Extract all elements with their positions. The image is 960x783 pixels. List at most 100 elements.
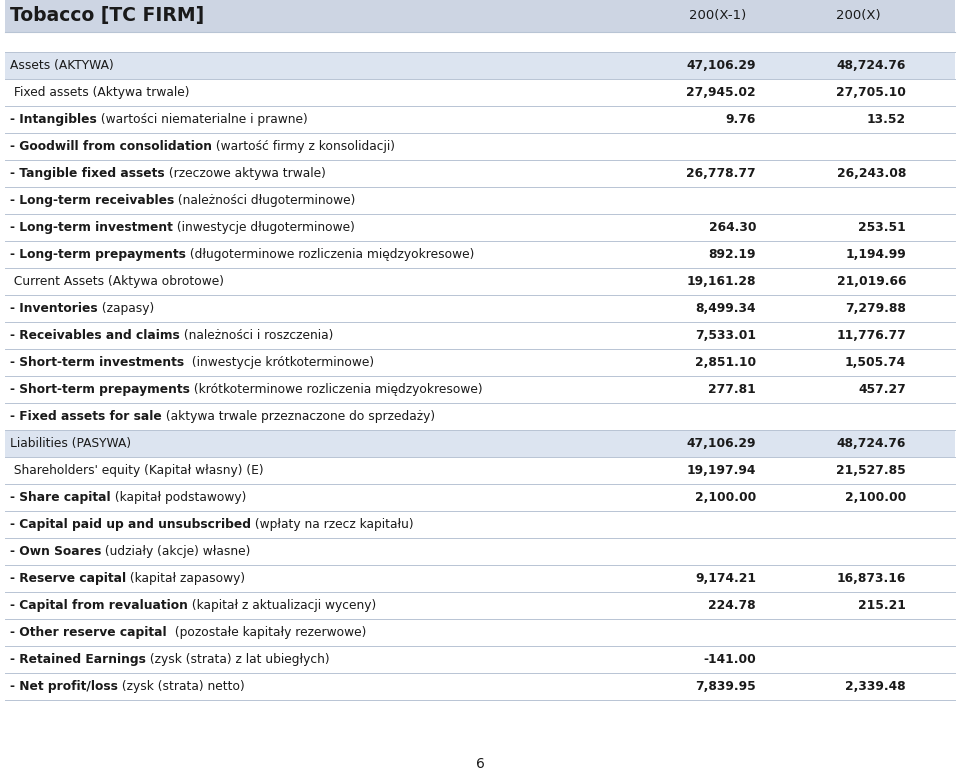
Text: (należności i roszczenia): (należności i roszczenia) [180, 329, 333, 342]
Text: 8,499.34: 8,499.34 [695, 302, 756, 315]
Text: 9.76: 9.76 [726, 113, 756, 126]
Text: 7,839.95: 7,839.95 [695, 680, 756, 693]
Text: (kapitał zapasowy): (kapitał zapasowy) [126, 572, 245, 585]
Text: (wartości niematerialne i prawne): (wartości niematerialne i prawne) [97, 113, 307, 126]
Bar [5, 160, 955, 187]
Text: 48,724.76: 48,724.76 [836, 437, 906, 450]
Text: - Long-term receivables: - Long-term receivables [10, 194, 175, 207]
Text: - Own Soares: - Own Soares [10, 545, 102, 558]
Bar [5, 322, 955, 349]
Text: - Other reserve capital: - Other reserve capital [10, 626, 171, 639]
Text: - Goodwill from consolidation: - Goodwill from consolidation [10, 140, 212, 153]
Text: (kapitał z aktualizacji wyceny): (kapitał z aktualizacji wyceny) [188, 599, 376, 612]
Bar [5, 241, 955, 268]
Text: 16,873.16: 16,873.16 [836, 572, 906, 585]
Text: (należności długoterminowe): (należności długoterminowe) [175, 194, 355, 207]
Text: 215.21: 215.21 [858, 599, 906, 612]
Text: Liabilities (PASYWA): Liabilities (PASYWA) [10, 437, 132, 450]
Bar [5, 79, 955, 106]
Text: Current Assets (Aktywa obrotowe): Current Assets (Aktywa obrotowe) [10, 275, 224, 288]
Text: (rzeczowe aktywa trwale): (rzeczowe aktywa trwale) [164, 167, 325, 180]
Text: 6: 6 [475, 757, 485, 771]
Text: - Net profit/loss: - Net profit/loss [10, 680, 118, 693]
Text: Shareholders' equity (Kapitał własny) (E): Shareholders' equity (Kapitał własny) (E… [10, 464, 264, 477]
Text: (zysk (strata) netto): (zysk (strata) netto) [118, 680, 245, 693]
Bar [5, 673, 955, 700]
Text: 200(X): 200(X) [836, 9, 880, 23]
Bar [5, 187, 955, 214]
Text: 200(X-1): 200(X-1) [689, 9, 747, 23]
Text: 7,533.01: 7,533.01 [695, 329, 756, 342]
Text: 13.52: 13.52 [867, 113, 906, 126]
Text: 277.81: 277.81 [708, 383, 756, 396]
Text: (inwestycje krótkoterminowe): (inwestycje krótkoterminowe) [188, 356, 374, 369]
Text: (wartość firmy z konsolidacji): (wartość firmy z konsolidacji) [212, 140, 395, 153]
Text: (kapitał podstawowy): (kapitał podstawowy) [110, 491, 246, 504]
Text: Assets (AKTYWA): Assets (AKTYWA) [10, 59, 113, 72]
Bar [5, 214, 955, 241]
Text: - Retained Earnings: - Retained Earnings [10, 653, 146, 666]
Text: 47,106.29: 47,106.29 [686, 59, 756, 72]
Text: 27,945.02: 27,945.02 [686, 86, 756, 99]
Text: 11,776.77: 11,776.77 [836, 329, 906, 342]
Text: - Share capital: - Share capital [10, 491, 110, 504]
Text: - Tangible fixed assets: - Tangible fixed assets [10, 167, 164, 180]
Text: - Receivables and claims: - Receivables and claims [10, 329, 180, 342]
Text: 26,243.08: 26,243.08 [836, 167, 906, 180]
Text: - Intangibles: - Intangibles [10, 113, 97, 126]
Text: (długoterminowe rozliczenia międzyokresowe): (długoterminowe rozliczenia międzyokreso… [186, 248, 474, 261]
Bar [5, 403, 955, 430]
Bar [5, 484, 955, 511]
Text: (udziały (akcje) własne): (udziały (akcje) własne) [102, 545, 251, 558]
Text: - Capital paid up and unsubscribed: - Capital paid up and unsubscribed [10, 518, 251, 531]
Text: Tobacco [TC FIRM]: Tobacco [TC FIRM] [10, 6, 204, 26]
Bar [5, 511, 955, 538]
Text: 21,527.85: 21,527.85 [836, 464, 906, 477]
Text: 224.78: 224.78 [708, 599, 756, 612]
Text: - Fixed assets for sale: - Fixed assets for sale [10, 410, 161, 423]
Text: 1,505.74: 1,505.74 [845, 356, 906, 369]
Text: 253.51: 253.51 [858, 221, 906, 234]
Text: - Long-term prepayments: - Long-term prepayments [10, 248, 186, 261]
Bar [5, 133, 955, 160]
Text: 26,778.77: 26,778.77 [686, 167, 756, 180]
Text: 27,705.10: 27,705.10 [836, 86, 906, 99]
Text: 1,194.99: 1,194.99 [845, 248, 906, 261]
Bar [5, 457, 955, 484]
Text: - Short-term prepayments: - Short-term prepayments [10, 383, 190, 396]
Text: (zysk (strata) z lat ubiegłych): (zysk (strata) z lat ubiegłych) [146, 653, 329, 666]
Bar [5, 0, 955, 32]
Bar [5, 52, 955, 79]
Text: 21,019.66: 21,019.66 [836, 275, 906, 288]
Text: - Short-term investments: - Short-term investments [10, 356, 188, 369]
Bar [5, 646, 955, 673]
Text: (inwestycje długoterminowe): (inwestycje długoterminowe) [173, 221, 355, 234]
Text: 457.27: 457.27 [858, 383, 906, 396]
Text: 9,174.21: 9,174.21 [695, 572, 756, 585]
Text: 2,100.00: 2,100.00 [845, 491, 906, 504]
Bar [5, 268, 955, 295]
Bar [5, 592, 955, 619]
Bar [5, 430, 955, 457]
Bar [5, 619, 955, 646]
Text: - Long-term investment: - Long-term investment [10, 221, 173, 234]
Bar [5, 376, 955, 403]
Text: 2,100.00: 2,100.00 [695, 491, 756, 504]
Text: (aktywa trwale przeznaczone do sprzedaży): (aktywa trwale przeznaczone do sprzedaży… [161, 410, 435, 423]
Text: -141.00: -141.00 [704, 653, 756, 666]
Bar [5, 538, 955, 565]
Text: - Reserve capital: - Reserve capital [10, 572, 126, 585]
Text: 19,197.94: 19,197.94 [686, 464, 756, 477]
Text: Fixed assets (Aktywa trwale): Fixed assets (Aktywa trwale) [10, 86, 189, 99]
Bar [5, 295, 955, 322]
Text: (zapasy): (zapasy) [98, 302, 154, 315]
Text: (krótkoterminowe rozliczenia międzyokresowe): (krótkoterminowe rozliczenia międzyokres… [190, 383, 483, 396]
Bar [5, 349, 955, 376]
Text: 2,339.48: 2,339.48 [846, 680, 906, 693]
Text: 2,851.10: 2,851.10 [695, 356, 756, 369]
Text: 47,106.29: 47,106.29 [686, 437, 756, 450]
Text: 892.19: 892.19 [708, 248, 756, 261]
Text: - Capital from revaluation: - Capital from revaluation [10, 599, 188, 612]
Text: 19,161.28: 19,161.28 [686, 275, 756, 288]
Bar [5, 565, 955, 592]
